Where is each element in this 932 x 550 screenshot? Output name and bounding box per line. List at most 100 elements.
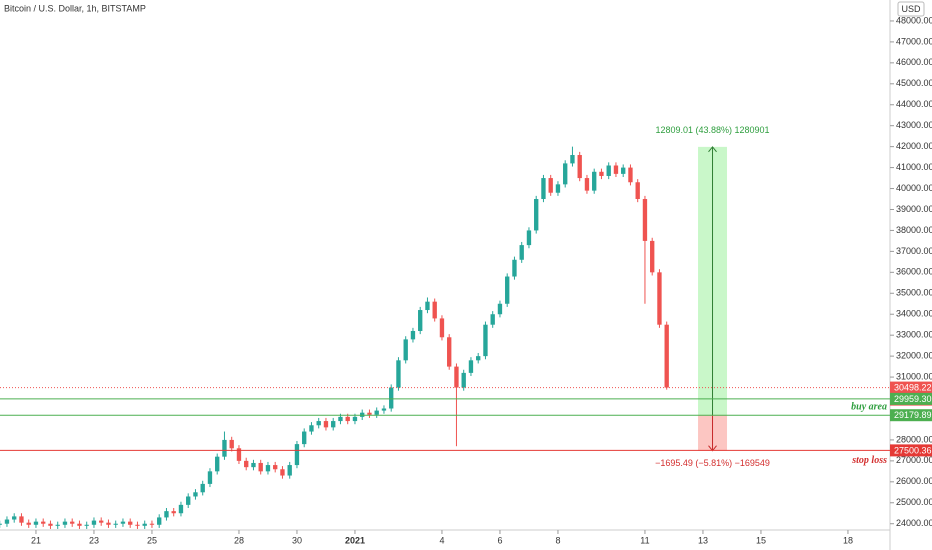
candle-body xyxy=(534,199,539,231)
candle-body xyxy=(0,523,2,525)
candle-body xyxy=(215,456,220,472)
candle-body xyxy=(207,471,213,484)
candle-body xyxy=(642,199,648,241)
y-tick-label: 26000.00 xyxy=(896,476,932,486)
candle-body xyxy=(454,366,459,388)
y-tick-label: 41000.00 xyxy=(896,162,932,172)
x-tick-label: 25 xyxy=(147,535,157,545)
y-tick-label: 39000.00 xyxy=(896,204,932,214)
x-tick-label: 6 xyxy=(497,535,502,545)
x-tick-label: 15 xyxy=(756,535,766,545)
currency-button[interactable] xyxy=(897,1,925,17)
candle-body xyxy=(302,431,307,445)
x-tick-label: 11 xyxy=(640,535,649,545)
candle-body xyxy=(599,171,604,176)
y-tick-label: 45000.00 xyxy=(896,78,932,88)
candle-body xyxy=(236,448,242,461)
candle-body xyxy=(389,387,394,409)
target-label: 12809.01 (43.88%) 1280901 xyxy=(655,125,769,135)
candle-body xyxy=(244,460,249,468)
candle-body xyxy=(418,310,423,331)
candle-body xyxy=(62,521,68,525)
candle-body xyxy=(512,259,517,277)
x-tick-label: 13 xyxy=(698,535,708,545)
candle-body xyxy=(55,524,60,526)
candle-body xyxy=(345,416,350,422)
currency-label[interactable]: USD xyxy=(901,4,921,14)
x-tick-label: 21 xyxy=(31,535,41,545)
candle-body xyxy=(664,324,669,388)
y-tick-label: 31000.00 xyxy=(896,371,932,381)
candle-body xyxy=(287,465,292,476)
candle-body xyxy=(541,178,546,200)
y-tick-label: 35000.00 xyxy=(896,288,932,298)
candle-body xyxy=(592,171,597,191)
stop-label: −1695.49 (−5.81%) −169549 xyxy=(655,458,770,468)
y-tick-label: 46000.00 xyxy=(896,57,932,67)
x-tick-label: 28 xyxy=(234,535,244,545)
price-tag xyxy=(890,409,932,422)
candle-body xyxy=(186,496,191,505)
chart-title: Bitcoin / U.S. Dollar, 1h, BITSTAMP xyxy=(4,3,146,13)
x-tick-label: 18 xyxy=(843,535,853,545)
candle-body xyxy=(584,178,590,191)
candle-body xyxy=(338,416,343,422)
candle-body xyxy=(519,245,524,260)
candle-body xyxy=(316,421,321,426)
candle-body xyxy=(229,439,234,449)
candle-body xyxy=(352,416,358,422)
annotation: stop loss xyxy=(851,455,887,466)
candle-body xyxy=(657,272,662,325)
candle-body xyxy=(439,318,445,338)
candle-body xyxy=(294,444,300,466)
x-tick-label: 23 xyxy=(89,535,99,545)
y-tick-label: 37000.00 xyxy=(896,246,932,256)
candle-body xyxy=(70,521,75,524)
y-tick-label: 47000.00 xyxy=(896,36,932,46)
candle-body xyxy=(476,356,481,361)
candle-body xyxy=(606,165,611,176)
candle-body xyxy=(273,465,278,470)
candle-body xyxy=(91,520,97,525)
candle-body xyxy=(548,178,553,193)
candle-body xyxy=(120,521,126,524)
candle-body xyxy=(323,421,329,428)
y-tick-label: 28000.00 xyxy=(896,434,932,444)
candle-body xyxy=(200,483,205,493)
candle-body xyxy=(410,330,416,340)
candle-body xyxy=(48,523,53,526)
candle-body xyxy=(309,425,314,432)
candle-body xyxy=(331,421,336,428)
y-tick-label: 44000.00 xyxy=(896,99,932,109)
x-tick-label: 30 xyxy=(292,535,302,545)
candle-body xyxy=(490,314,495,325)
candle-body xyxy=(497,303,503,315)
candle-body xyxy=(251,462,256,468)
candle-body xyxy=(432,301,437,319)
candle-body xyxy=(77,523,82,526)
candle-body xyxy=(425,301,430,311)
price-tag xyxy=(890,392,932,405)
price-tag-label: 29959.30 xyxy=(894,394,932,404)
candle-body xyxy=(4,519,10,524)
y-tick-label: 27000.00 xyxy=(896,455,932,465)
candle-body xyxy=(178,504,184,514)
price-tag-label: 30498.22 xyxy=(894,382,932,392)
y-tick-label: 32000.00 xyxy=(896,351,932,361)
candle-body xyxy=(258,462,263,472)
candle-body xyxy=(374,410,379,415)
candle-body xyxy=(113,523,118,525)
candle-body xyxy=(483,324,488,357)
candle-body xyxy=(570,155,575,164)
candle-body xyxy=(461,372,466,388)
candle-body xyxy=(222,439,227,457)
candle-body xyxy=(280,469,285,476)
candle-body xyxy=(403,339,408,361)
y-tick-label: 34000.00 xyxy=(896,309,932,319)
candle-body xyxy=(171,511,176,514)
candle-body xyxy=(128,521,133,525)
candle-body xyxy=(106,522,111,525)
x-tick-label: 8 xyxy=(555,535,560,545)
